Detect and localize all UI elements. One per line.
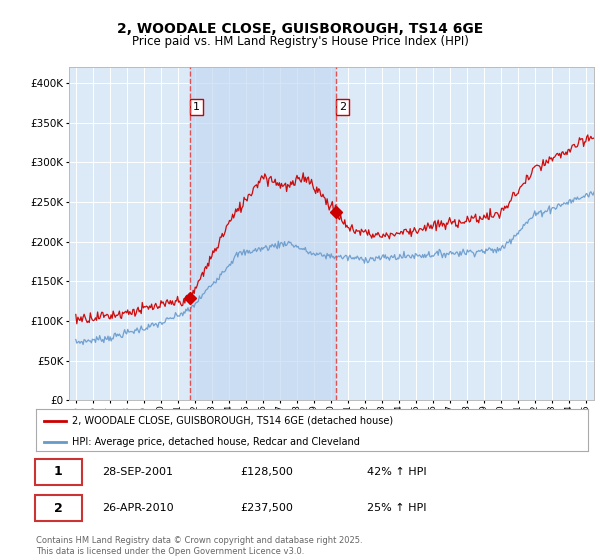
- Text: 25% ↑ HPI: 25% ↑ HPI: [367, 503, 427, 513]
- Text: 2, WOODALE CLOSE, GUISBOROUGH, TS14 6GE (detached house): 2, WOODALE CLOSE, GUISBOROUGH, TS14 6GE …: [72, 416, 393, 426]
- Text: 42% ↑ HPI: 42% ↑ HPI: [367, 466, 427, 477]
- Text: Price paid vs. HM Land Registry's House Price Index (HPI): Price paid vs. HM Land Registry's House …: [131, 35, 469, 48]
- Text: 26-APR-2010: 26-APR-2010: [102, 503, 174, 513]
- Bar: [190, 67, 336, 400]
- Text: 28-SEP-2001: 28-SEP-2001: [102, 466, 173, 477]
- FancyBboxPatch shape: [35, 459, 82, 484]
- Text: £128,500: £128,500: [240, 466, 293, 477]
- Text: 2, WOODALE CLOSE, GUISBOROUGH, TS14 6GE: 2, WOODALE CLOSE, GUISBOROUGH, TS14 6GE: [117, 22, 483, 36]
- Text: 1: 1: [193, 102, 200, 112]
- Text: 1: 1: [54, 465, 62, 478]
- Text: HPI: Average price, detached house, Redcar and Cleveland: HPI: Average price, detached house, Redc…: [72, 437, 360, 446]
- Text: 2: 2: [338, 102, 346, 112]
- Text: £237,500: £237,500: [240, 503, 293, 513]
- Text: Contains HM Land Registry data © Crown copyright and database right 2025.
This d: Contains HM Land Registry data © Crown c…: [36, 536, 362, 556]
- FancyBboxPatch shape: [35, 495, 82, 521]
- Text: 2: 2: [54, 502, 62, 515]
